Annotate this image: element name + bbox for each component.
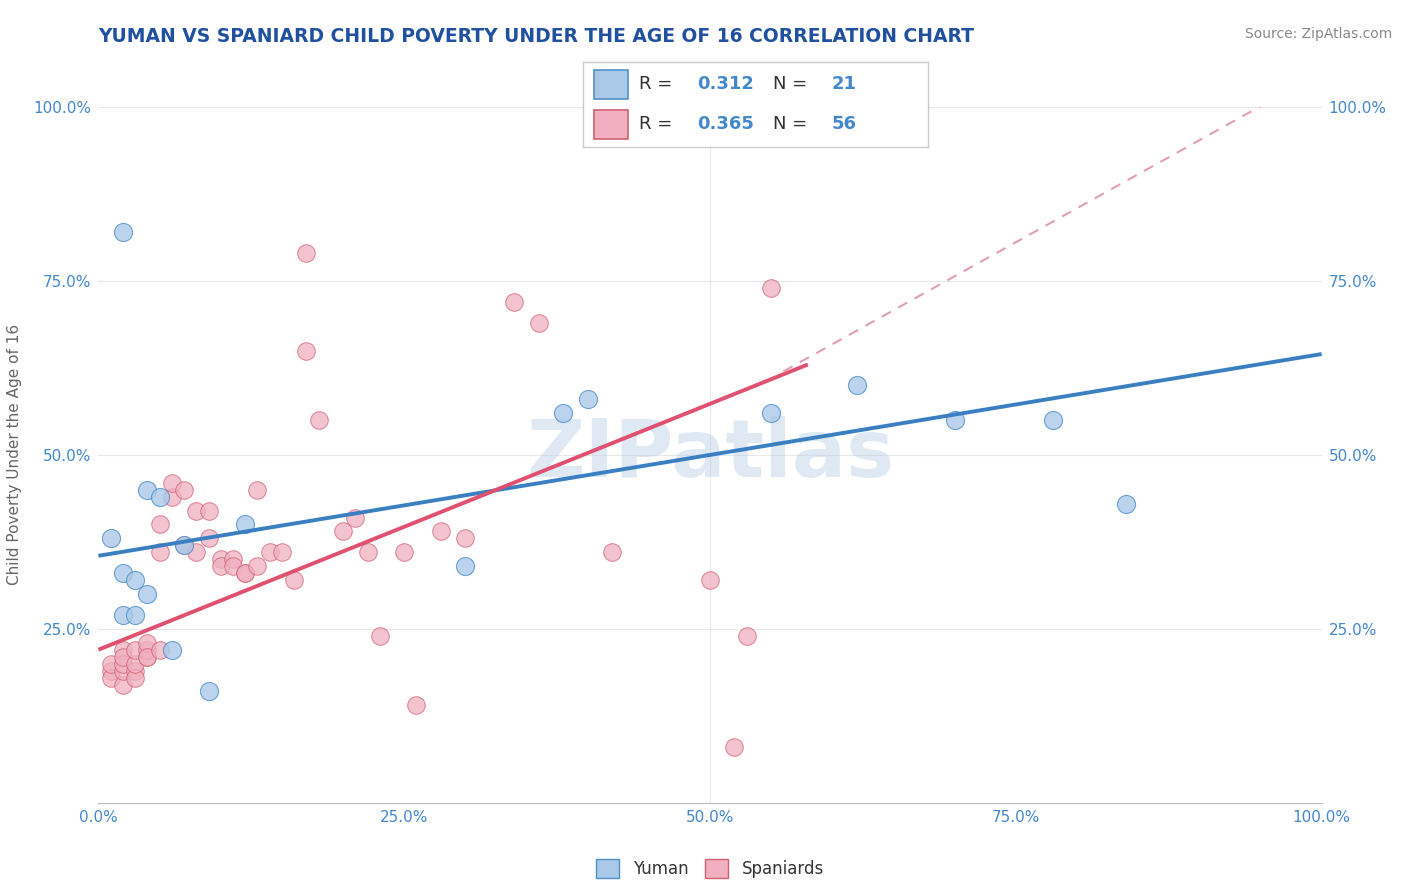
Text: Source: ZipAtlas.com: Source: ZipAtlas.com [1244,27,1392,41]
Point [295,343,318,358]
Point [368,629,391,643]
Text: 21: 21 [831,76,856,94]
Point [1115,497,1137,511]
Point [149,642,172,657]
Point [197,503,219,517]
Point [233,517,256,532]
Point [295,246,318,260]
Text: R =: R = [638,115,678,133]
Point [735,629,758,643]
Point [222,552,245,566]
Point [136,642,159,657]
Point [111,642,134,657]
Point [308,413,330,427]
Point [283,573,305,587]
Point [124,671,146,685]
Point [111,607,134,622]
Point [136,649,159,664]
Point [392,545,416,559]
Text: 56: 56 [831,115,856,133]
Point [454,559,477,574]
Point [111,225,134,239]
Point [503,294,526,309]
Point [430,524,453,539]
Point [845,378,868,392]
Point [124,642,146,657]
Point [111,566,134,581]
Point [246,559,269,574]
Bar [593,110,628,139]
Point [160,642,183,657]
Point [136,636,159,650]
Point [259,545,281,559]
Point [527,316,550,330]
Point [576,392,599,407]
Bar [593,70,628,99]
Point [100,664,122,678]
Point [356,545,378,559]
Point [111,657,134,671]
Point [124,573,146,587]
Point [222,559,245,574]
Point [186,503,208,517]
Point [943,413,966,427]
Point [136,649,159,664]
Point [454,532,477,546]
Text: YUMAN VS SPANIARD CHILD POVERTY UNDER THE AGE OF 16 CORRELATION CHART: YUMAN VS SPANIARD CHILD POVERTY UNDER TH… [98,27,974,45]
Text: R =: R = [638,76,678,94]
Point [124,657,146,671]
Point [209,559,232,574]
Text: N =: N = [773,115,813,133]
Point [111,649,134,664]
Point [149,490,172,504]
Point [111,677,134,691]
Point [160,490,183,504]
Legend: Yuman, Spaniards: Yuman, Spaniards [589,853,831,885]
Point [173,538,195,552]
Point [173,483,195,497]
Point [149,545,172,559]
Point [761,281,783,295]
Point [149,517,172,532]
Point [723,740,745,755]
Point [100,657,122,671]
Point [1042,413,1064,427]
Point [332,524,354,539]
Point [124,607,146,622]
Point [124,664,146,678]
Point [233,566,256,581]
Point [186,545,208,559]
Point [173,538,195,552]
Point [246,483,269,497]
Point [136,483,159,497]
Point [233,566,256,581]
Point [761,406,783,420]
Text: 0.312: 0.312 [697,76,754,94]
Point [197,532,219,546]
Point [209,552,232,566]
Point [270,545,294,559]
Point [553,406,575,420]
Point [111,664,134,678]
Point [405,698,427,713]
Point [600,545,623,559]
Point [160,475,183,490]
Text: ZIPatlas: ZIPatlas [526,416,894,494]
Y-axis label: Child Poverty Under the Age of 16: Child Poverty Under the Age of 16 [7,325,22,585]
Point [100,671,122,685]
Point [197,684,219,698]
Text: 0.365: 0.365 [697,115,754,133]
Point [100,532,122,546]
Point [344,510,367,524]
Text: N =: N = [773,76,813,94]
Point [699,573,721,587]
Point [136,587,159,601]
